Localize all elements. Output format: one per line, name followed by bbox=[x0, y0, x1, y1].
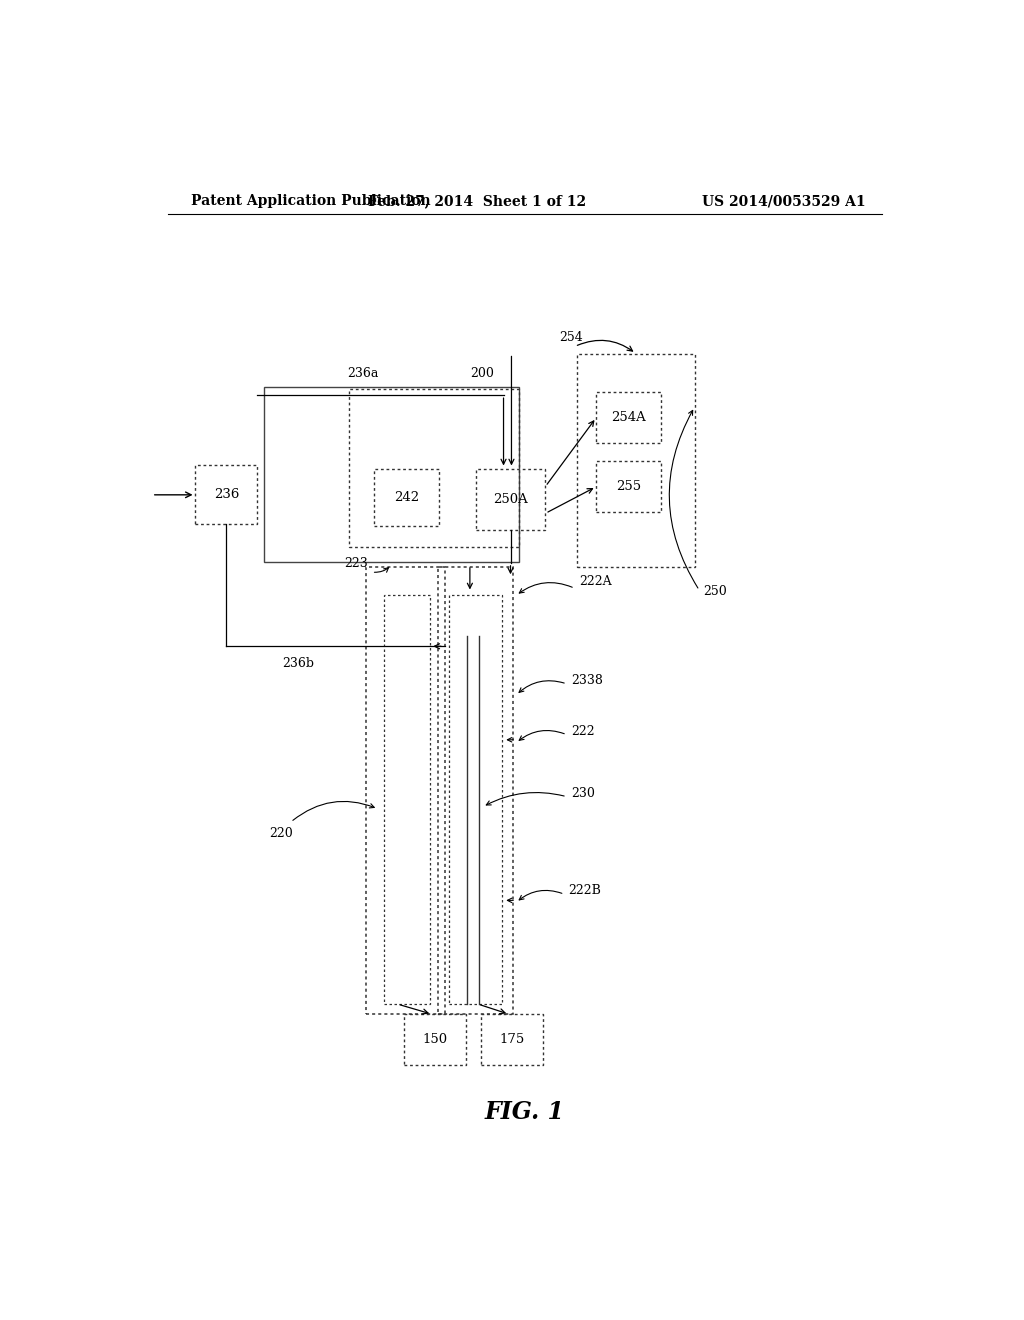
Bar bbox=[367, 568, 445, 1014]
Text: 254: 254 bbox=[559, 331, 583, 345]
Text: 230: 230 bbox=[570, 787, 595, 800]
Bar bbox=[196, 466, 257, 524]
Text: 222: 222 bbox=[570, 725, 595, 738]
Bar bbox=[384, 595, 430, 1005]
Text: 236b: 236b bbox=[283, 656, 314, 669]
Text: 2338: 2338 bbox=[570, 675, 603, 686]
Text: 220: 220 bbox=[269, 828, 293, 841]
Text: 222A: 222A bbox=[579, 576, 611, 589]
Bar bbox=[475, 470, 546, 531]
Bar bbox=[449, 595, 502, 1005]
Bar bbox=[264, 387, 519, 562]
Text: US 2014/0053529 A1: US 2014/0053529 A1 bbox=[702, 194, 866, 209]
Bar bbox=[374, 470, 439, 527]
Bar bbox=[348, 389, 519, 546]
Text: 254A: 254A bbox=[611, 411, 646, 424]
Bar bbox=[596, 392, 662, 444]
Text: Patent Application Publication: Patent Application Publication bbox=[191, 194, 431, 209]
Bar bbox=[481, 1014, 543, 1065]
Text: 236: 236 bbox=[214, 488, 239, 502]
Text: 242: 242 bbox=[394, 491, 419, 504]
Text: 250A: 250A bbox=[494, 494, 528, 507]
Text: Feb. 27, 2014  Sheet 1 of 12: Feb. 27, 2014 Sheet 1 of 12 bbox=[368, 194, 587, 209]
Text: 255: 255 bbox=[616, 480, 641, 494]
Text: 222B: 222B bbox=[568, 884, 601, 898]
Text: 150: 150 bbox=[423, 1034, 447, 1047]
Text: 175: 175 bbox=[500, 1034, 524, 1047]
Bar bbox=[578, 354, 694, 568]
Text: 223: 223 bbox=[344, 557, 368, 570]
Bar bbox=[437, 568, 513, 1014]
Bar bbox=[596, 461, 662, 512]
Bar bbox=[404, 1014, 466, 1065]
Text: 200: 200 bbox=[470, 367, 494, 380]
Text: FIG. 1: FIG. 1 bbox=[484, 1100, 565, 1123]
Text: 236a: 236a bbox=[347, 367, 379, 380]
Text: 250: 250 bbox=[703, 586, 727, 598]
